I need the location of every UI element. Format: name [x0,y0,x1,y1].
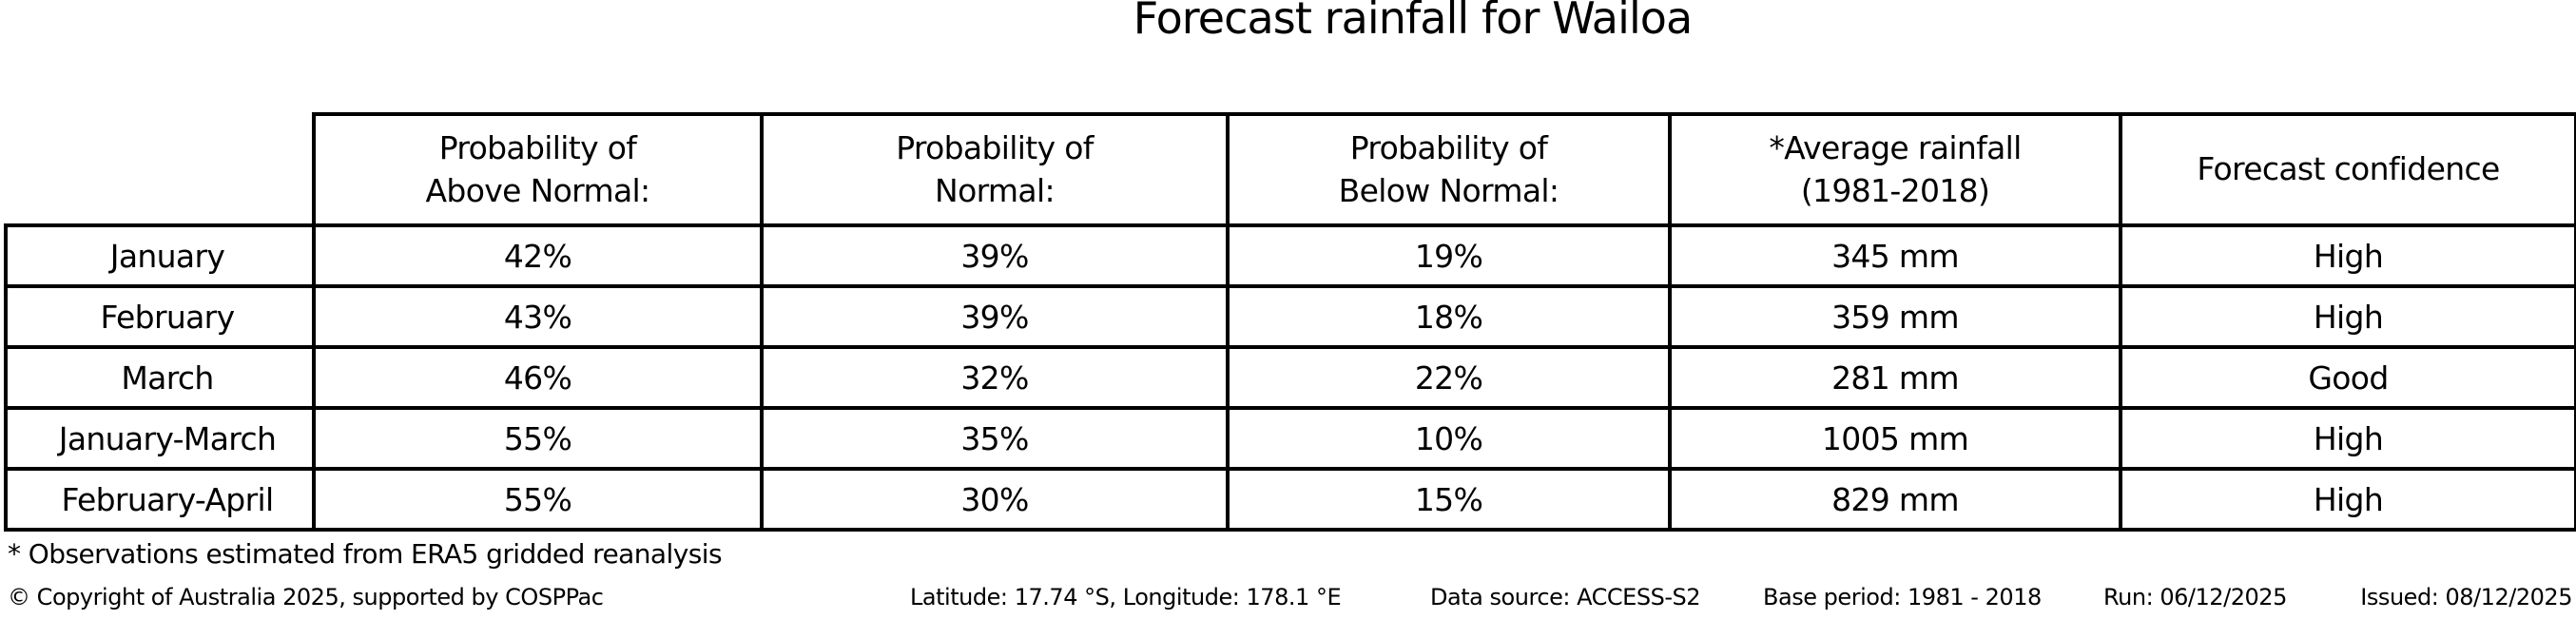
header-line: Above Normal: [425,171,651,209]
confidence-cell: High [2119,406,2576,471]
col-header-normal: Probability of Normal: [760,112,1230,227]
above-normal-cell: 55% [312,467,764,532]
header-line: Probability of [438,128,637,166]
header-line: Forecast confidence [2197,150,2500,188]
header-line: *Average rainfall [1769,128,2022,166]
average-rainfall-cell: 345 mm [1668,223,2122,288]
header-line: Probability of [896,128,1094,166]
average-rainfall-cell: 1005 mm [1668,406,2122,471]
below-normal-cell: 15% [1226,467,1672,532]
page-title: Forecast rainfall for Wailoa [1133,0,1694,44]
below-normal-cell: 22% [1226,345,1672,410]
col-header-average-rainfall: *Average rainfall (1981-2018) [1668,112,2122,227]
normal-cell: 30% [760,467,1230,532]
table-row-january: January 42% 39% 19% 345 mm High [4,223,2576,288]
below-normal-cell: 18% [1226,284,1672,349]
col-header-above-normal: Probability of Above Normal: [312,112,764,227]
confidence-cell: High [2119,467,2576,532]
period-cell: January-March [4,406,316,471]
col-header-below-normal: Probability of Below Normal: [1226,112,1672,227]
period-cell: March [4,345,316,410]
average-rainfall-cell: 281 mm [1668,345,2122,410]
period-cell: January [4,223,316,288]
table-row-february: February 43% 39% 18% 359 mm High [4,284,2576,349]
normal-cell: 32% [760,345,1230,410]
period-cell: February [4,284,316,349]
copyright-text: © Copyright of Australia 2025, supported… [8,584,604,610]
average-rainfall-cell: 359 mm [1668,284,2122,349]
empty-corner-cell [6,114,316,227]
footnote: * Observations estimated from ERA5 gridd… [8,538,723,570]
above-normal-cell: 46% [312,345,764,410]
confidence-cell: Good [2119,345,2576,410]
normal-cell: 35% [760,406,1230,471]
table-row-january-march: January-March 55% 35% 10% 1005 mm High [4,406,2576,471]
issued-date-text: Issued: 08/12/2025 [2360,584,2572,610]
footer-bar: © Copyright of Australia 2025, supported… [0,584,2576,616]
header-row: Probability of Above Normal: Probability… [6,112,2576,227]
below-normal-cell: 19% [1226,223,1672,288]
base-period-text: Base period: 1981 - 2018 [1763,584,2042,610]
header-line: (1981-2018) [1800,171,1990,209]
confidence-cell: High [2119,223,2576,288]
average-rainfall-cell: 829 mm [1668,467,2122,532]
header-line: Below Normal: [1338,171,1559,209]
forecast-table: Probability of Above Normal: Probability… [4,112,2576,532]
header-line: Normal: [935,171,1056,209]
header-line: Probability of [1349,128,1548,166]
col-header-forecast-confidence: Forecast confidence [2119,112,2576,227]
above-normal-cell: 42% [312,223,764,288]
run-date-text: Run: 06/12/2025 [2103,584,2287,610]
above-normal-cell: 55% [312,406,764,471]
confidence-cell: High [2119,284,2576,349]
table-row-march: March 46% 32% 22% 281 mm Good [4,345,2576,410]
above-normal-cell: 43% [312,284,764,349]
period-cell: February-April [4,467,316,532]
normal-cell: 39% [760,284,1230,349]
table-row-february-april: February-April 55% 30% 15% 829 mm High [4,467,2576,532]
normal-cell: 39% [760,223,1230,288]
below-normal-cell: 10% [1226,406,1672,471]
data-source-text: Data source: ACCESS-S2 [1430,584,1701,610]
location-text: Latitude: 17.74 °S, Longitude: 178.1 °E [910,584,1342,610]
